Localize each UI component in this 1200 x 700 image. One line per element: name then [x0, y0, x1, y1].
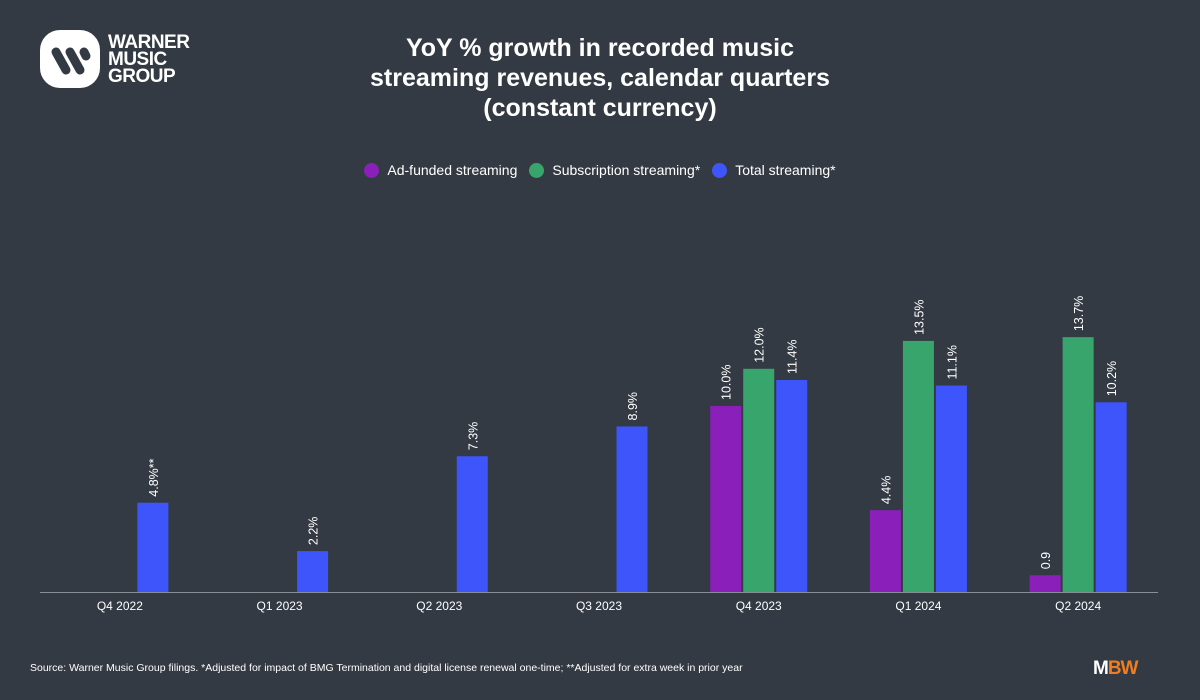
legend-item-ad-funded: Ad-funded streaming — [364, 162, 517, 178]
data-label: 12.0% — [753, 327, 767, 362]
x-tick-label: Q4 2022 — [97, 599, 143, 613]
title-line: YoY % growth in recorded music — [405, 34, 795, 62]
logo-line: WARNER — [108, 31, 190, 53]
legend-label: Ad-funded streaming — [387, 162, 518, 178]
x-tick-label: Q1 2023 — [257, 599, 303, 613]
bar — [137, 502, 169, 592]
data-label: 4.4% — [879, 476, 893, 505]
data-label: 11.1% — [945, 345, 959, 380]
data-label: 13.5% — [912, 299, 926, 334]
mbw-logo: MBW — [1093, 658, 1138, 679]
chart-title: YoY % growth in recorded music streaming… — [300, 33, 900, 123]
bar — [456, 456, 488, 592]
x-tick-label: Q3 2023 — [576, 599, 622, 613]
bar — [710, 406, 742, 592]
x-tick-label: Q2 2023 — [416, 599, 462, 613]
data-label: 11.4% — [786, 339, 800, 374]
source-footnote: Source: Warner Music Group filings. *Adj… — [30, 662, 743, 674]
legend: Ad-funded streaming Subscription streami… — [0, 162, 1200, 178]
data-label: 13.7% — [1072, 296, 1086, 331]
legend-item-subscription: Subscription streaming* — [529, 162, 700, 178]
wmg-logo: WARNER MUSIC GROUP — [40, 30, 190, 88]
bar — [616, 426, 648, 592]
logo-line: MUSIC — [108, 48, 167, 70]
bar — [935, 385, 967, 592]
bar — [297, 551, 329, 592]
legend-dot — [529, 162, 545, 178]
legend-dot — [712, 162, 728, 178]
data-label: 10.2% — [1105, 361, 1119, 396]
logo-line: GROUP — [108, 65, 176, 87]
data-label: 7.3% — [466, 422, 480, 451]
title-line: streaming revenues, calendar quarters — [370, 64, 830, 92]
data-label: 10.0% — [720, 365, 734, 400]
bar — [869, 510, 901, 592]
wmg-logo-text: WARNER MUSIC GROUP — [108, 31, 190, 87]
wmg-logo-mark — [40, 30, 100, 88]
x-tick-label: Q4 2023 — [736, 599, 782, 613]
x-tick-label: Q2 2024 — [1055, 599, 1101, 613]
legend-label: Total streaming* — [735, 162, 836, 178]
data-label: 2.2% — [307, 517, 321, 546]
data-label: 4.8%** — [147, 458, 161, 496]
legend-dot — [364, 162, 380, 178]
title-line: (constant currency) — [483, 94, 717, 122]
legend-label: Subscription streaming* — [552, 162, 701, 178]
bar — [743, 368, 775, 592]
bar — [776, 379, 808, 592]
bar — [902, 340, 934, 592]
legend-item-total: Total streaming* — [712, 162, 836, 178]
data-label: 0.9 — [1039, 552, 1053, 569]
data-label: 8.9% — [626, 392, 640, 421]
x-tick-label: Q1 2024 — [895, 599, 941, 613]
bar — [1062, 337, 1094, 592]
bar — [1095, 402, 1127, 592]
bar — [1029, 575, 1061, 592]
